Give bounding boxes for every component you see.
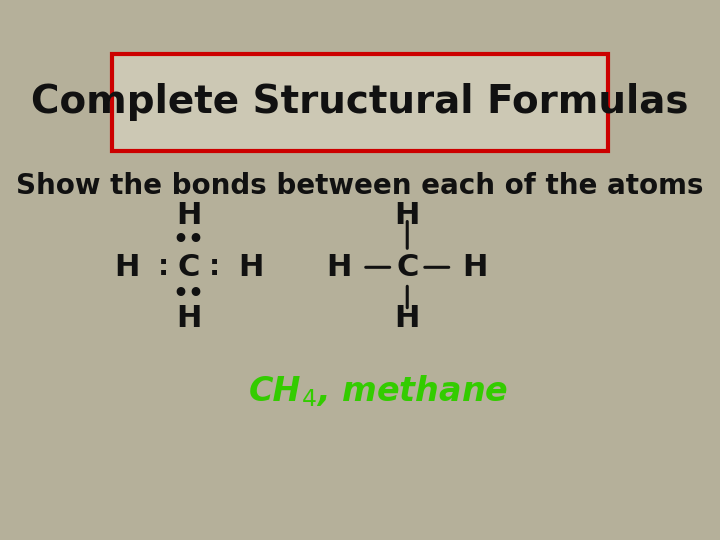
- Text: H: H: [114, 253, 140, 282]
- Text: :: :: [209, 253, 220, 281]
- Text: $_4$, methane: $_4$, methane: [301, 374, 508, 409]
- Text: ••: ••: [173, 228, 204, 252]
- Text: H: H: [395, 201, 420, 231]
- FancyBboxPatch shape: [112, 54, 608, 151]
- Text: H: H: [238, 253, 264, 282]
- Text: H: H: [327, 253, 352, 282]
- Text: :: :: [158, 253, 169, 281]
- Text: Complete Structural Formulas: Complete Structural Formulas: [31, 83, 689, 120]
- Text: H: H: [462, 253, 488, 282]
- Text: ••: ••: [173, 282, 204, 306]
- Text: CH: CH: [248, 375, 301, 408]
- Text: Show the bonds between each of the atoms: Show the bonds between each of the atoms: [17, 172, 703, 200]
- Text: H: H: [176, 304, 202, 333]
- Text: C: C: [178, 253, 200, 282]
- Text: H: H: [176, 201, 202, 231]
- Text: C: C: [396, 253, 418, 282]
- Text: H: H: [395, 304, 420, 333]
